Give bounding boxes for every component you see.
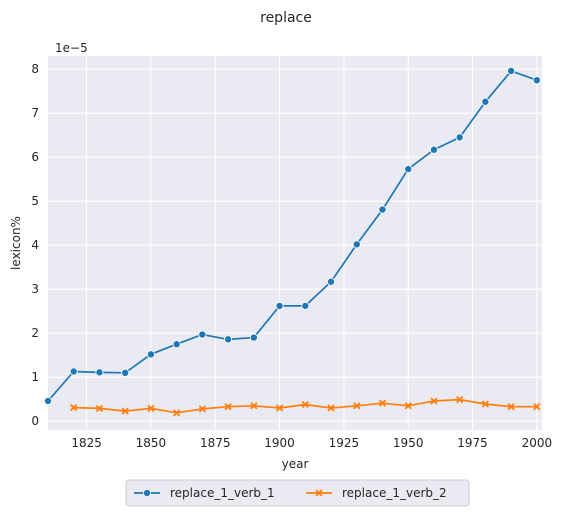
legend-item: replace_1_verb_1 <box>134 486 275 500</box>
data-point <box>95 368 104 377</box>
data-point <box>327 404 335 412</box>
legend-label: replace_1_verb_1 <box>170 486 275 500</box>
data-point <box>429 145 438 154</box>
data-point <box>378 205 387 214</box>
data-point <box>275 404 284 412</box>
y-tick-label: 0 <box>31 414 39 428</box>
data-point <box>172 340 181 349</box>
x-tick-label: 2000 <box>522 436 553 450</box>
x-axis-ticks: 1825 1850 1875 1900 1925 1950 1975 2000 <box>71 436 552 450</box>
data-point <box>481 97 490 106</box>
data-point <box>456 396 464 404</box>
x-tick-label: 1925 <box>329 436 360 450</box>
data-point <box>173 409 181 417</box>
x-tick-label: 1975 <box>457 436 488 450</box>
y-axis-ticks: 0 1 2 3 4 5 6 7 8 <box>31 62 39 428</box>
y-tick-label: 2 <box>31 326 39 340</box>
x-tick-label: 1825 <box>71 436 102 450</box>
y-axis-scale: 1e−5 <box>55 41 88 55</box>
x-tick-label: 1950 <box>393 436 424 450</box>
chart-title: replace <box>260 10 312 26</box>
series-replace_1_verb_1 <box>44 66 541 405</box>
legend-marker <box>142 488 151 497</box>
data-point <box>507 66 516 75</box>
data-point <box>146 350 155 359</box>
data-point <box>69 367 78 376</box>
data-point <box>121 407 129 415</box>
data-point <box>533 403 541 411</box>
data-point <box>301 301 310 310</box>
data-point <box>481 400 490 408</box>
data-point <box>353 402 361 410</box>
legend: replace_1_verb_1 replace_1_verb_2 <box>125 479 470 507</box>
data-point <box>507 403 515 411</box>
data-point <box>121 368 130 377</box>
data-point <box>70 403 78 412</box>
series-group <box>44 66 541 417</box>
data-point <box>404 402 412 410</box>
data-point <box>532 76 541 85</box>
data-point <box>352 240 361 249</box>
x-tick-label: 1875 <box>200 436 231 450</box>
y-tick-label: 7 <box>31 106 39 120</box>
data-point <box>430 397 438 405</box>
y-axis-label: lexicon% <box>9 216 23 270</box>
legend-item: replace_1_verb_2 <box>306 486 447 500</box>
data-point <box>198 330 207 339</box>
data-point <box>455 133 464 142</box>
data-point <box>275 301 284 310</box>
data-point <box>249 333 258 342</box>
y-tick-label: 3 <box>31 282 39 296</box>
x-tick-label: 1900 <box>264 436 295 450</box>
data-point <box>301 400 309 409</box>
legend-label: replace_1_verb_2 <box>342 486 447 500</box>
data-point <box>224 403 232 411</box>
legend-box <box>125 479 470 507</box>
data-point <box>224 335 233 344</box>
data-point <box>147 404 155 413</box>
plot-area <box>48 56 542 430</box>
series-line <box>47 70 538 402</box>
x-tick-label: 1850 <box>136 436 167 450</box>
data-point <box>404 165 413 174</box>
y-tick-label: 1 <box>31 370 39 384</box>
y-tick-label: 6 <box>31 150 39 164</box>
data-point <box>250 402 258 410</box>
data-point <box>44 396 53 405</box>
legend-marker <box>315 489 323 497</box>
data-point <box>95 404 104 413</box>
y-tick-label: 4 <box>31 238 39 252</box>
data-point <box>378 399 387 407</box>
series-replace_1_verb_2 <box>70 396 541 417</box>
y-tick-label: 8 <box>31 62 39 76</box>
data-point <box>198 405 207 413</box>
data-point <box>327 277 336 286</box>
x-axis-label: year <box>282 457 309 471</box>
grid-lines <box>48 56 542 430</box>
y-tick-label: 5 <box>31 194 39 208</box>
